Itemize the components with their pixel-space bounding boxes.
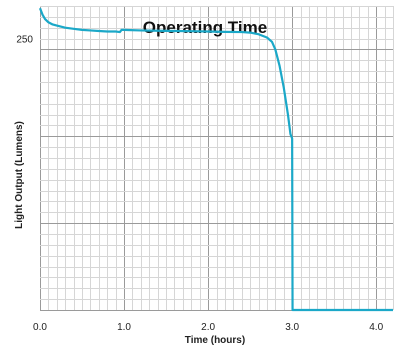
series-group xyxy=(38,7,393,312)
x-tick-label: 3.0 xyxy=(285,322,299,333)
tick-labels: 0.0 1.0 2.0 3.0 4.0 250 xyxy=(16,35,383,333)
x-tick-label: 4.0 xyxy=(369,322,383,333)
y-axis-label: Light Output (Lumens) xyxy=(14,121,25,229)
x-tick-label: 0.0 xyxy=(33,322,47,333)
chart-title: Operating Time xyxy=(143,18,267,37)
grid xyxy=(40,6,394,311)
x-tick-label: 1.0 xyxy=(117,322,131,333)
x-tick-label: 2.0 xyxy=(201,322,215,333)
series-line xyxy=(38,7,393,312)
x-axis-label: Time (hours) xyxy=(185,335,245,346)
y-tick-label: 250 xyxy=(16,35,33,46)
